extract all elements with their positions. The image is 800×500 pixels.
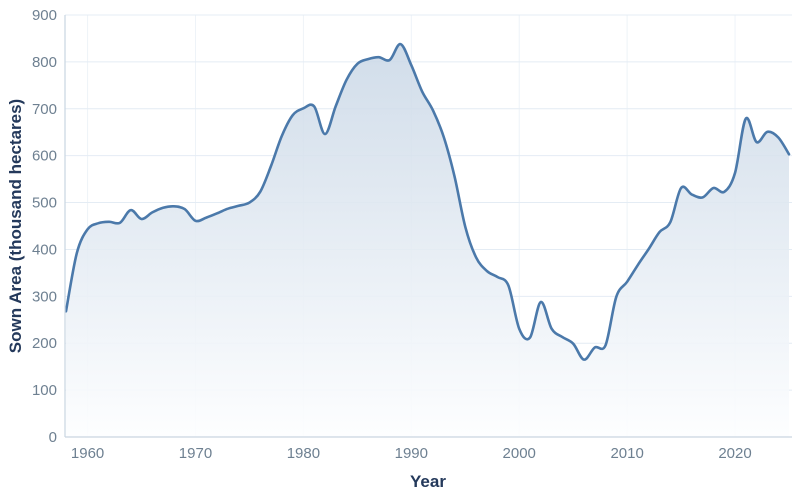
y-tick-label: 300 (32, 288, 57, 305)
x-tick-label: 2020 (718, 445, 751, 462)
x-tick-label: 1980 (287, 445, 320, 462)
x-tick-label: 1960 (71, 445, 104, 462)
y-tick-label: 500 (32, 195, 57, 212)
y-tick-label: 600 (32, 148, 57, 165)
y-tick-label: 400 (32, 241, 57, 258)
x-tick-label: 2000 (503, 445, 536, 462)
y-tick-label: 900 (32, 7, 57, 24)
y-tick-label: 800 (32, 54, 57, 71)
y-axis-title: Sown Area (thousand hectares) (6, 99, 25, 353)
y-tick-label: 700 (32, 101, 57, 118)
x-tick-labels: 1960 1970 1980 1990 2000 2010 2020 (71, 445, 752, 462)
y-tick-label: 100 (32, 382, 57, 399)
y-tick-labels: 0 100 200 300 400 500 600 700 800 900 (32, 7, 57, 446)
y-tick-label: 0 (49, 429, 57, 446)
axes-spines (64, 15, 792, 438)
y-tick-label: 200 (32, 335, 57, 352)
x-tick-label: 1990 (395, 445, 428, 462)
x-axis-title: Year (410, 472, 446, 491)
x-tick-label: 2010 (610, 445, 643, 462)
data-line (64, 42, 791, 361)
x-tick-label: 1970 (179, 445, 212, 462)
